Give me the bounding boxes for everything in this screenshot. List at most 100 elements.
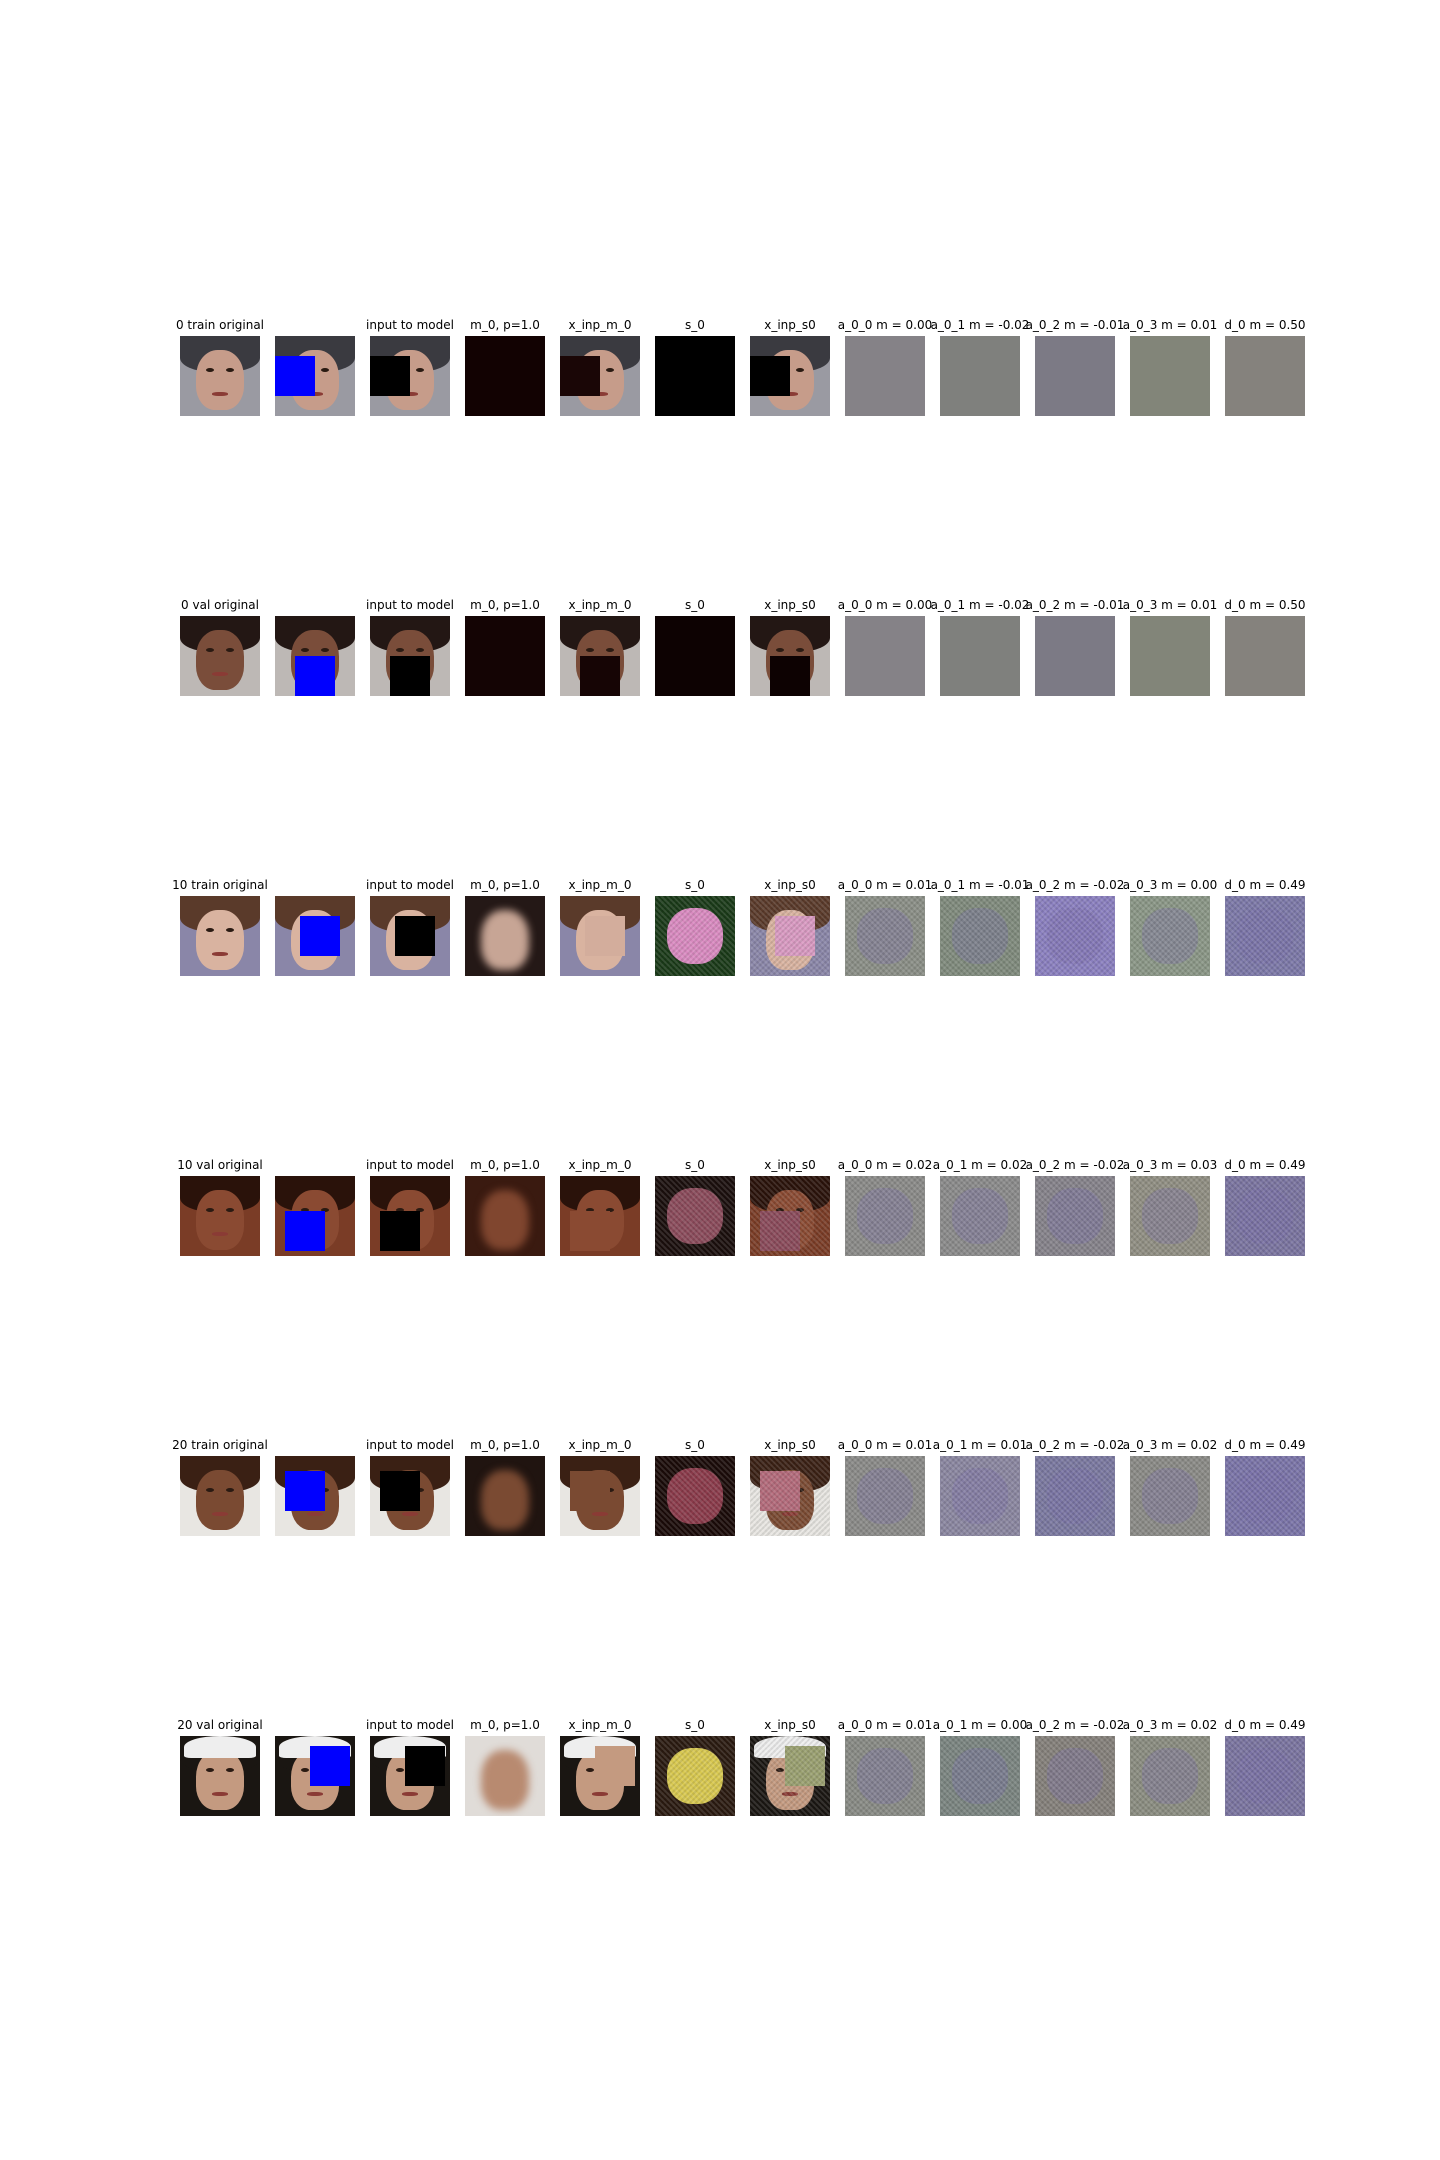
face-eye-right [795, 648, 804, 652]
panel-title: d_0 m = 0.50 [1224, 318, 1306, 332]
panel-image [1225, 1456, 1305, 1536]
panel-image [655, 336, 735, 416]
panel-title: s_0 [685, 878, 705, 892]
face-eye-left [586, 648, 595, 652]
face-mouth [782, 1792, 798, 1796]
panel-image [655, 1176, 735, 1256]
face-mouth [782, 1512, 798, 1516]
panel-image [845, 896, 925, 976]
face-eye-left [776, 1208, 785, 1212]
panel-image [275, 1456, 355, 1536]
mask-square [560, 356, 600, 396]
panel-title: x_inp_s0 [764, 318, 816, 332]
panel-title: s_0 [685, 318, 705, 332]
panel-title: input to model [366, 1438, 454, 1452]
feature-blob [1142, 1468, 1198, 1524]
panel-image [940, 1176, 1020, 1256]
panel-image [370, 336, 450, 416]
face-mouth [307, 1792, 323, 1796]
panel-image [560, 896, 640, 976]
noise-texture [655, 1736, 735, 1816]
panel-image [940, 616, 1020, 696]
panel-title: m_0, p=1.0 [470, 1438, 540, 1452]
panel-image [180, 1456, 260, 1536]
panel-title: 20 val original [177, 1718, 263, 1732]
face-eye-right [415, 648, 424, 652]
noise-texture [1225, 1176, 1305, 1256]
face-eye-left [776, 1768, 785, 1772]
panel-image [560, 616, 640, 696]
feature-blob [952, 1188, 1008, 1244]
panel-title: a_0_2 m = -0.01 [1025, 318, 1125, 332]
feature-blob [1047, 1468, 1103, 1524]
face-mouth [212, 1512, 228, 1516]
mask-square [275, 356, 315, 396]
face-mouth [592, 392, 608, 396]
feature-blob [1047, 1188, 1103, 1244]
face-eye-right [225, 928, 234, 932]
blurred-face [481, 1750, 529, 1810]
panel-title: a_0_2 m = -0.02 [1025, 1158, 1125, 1172]
panel-title: x_inp_s0 [764, 1438, 816, 1452]
noise-texture [1225, 1736, 1305, 1816]
panel-title: m_0, p=1.0 [470, 318, 540, 332]
noise-texture [1130, 1176, 1210, 1256]
panel-image [180, 1736, 260, 1816]
feature-blob [857, 1188, 913, 1244]
generated-blob [667, 1188, 723, 1244]
panel-title: a_0_0 m = 0.01 [837, 1438, 933, 1452]
face-eye-right [795, 368, 804, 372]
panel-image [465, 1736, 545, 1816]
panel-title: a_0_0 m = 0.02 [837, 1158, 933, 1172]
panel-image [465, 1456, 545, 1536]
noise-texture [750, 1176, 830, 1256]
feature-blob [1142, 908, 1198, 964]
panel-title: a_0_2 m = -0.02 [1025, 878, 1125, 892]
panel-title: a_0_1 m = 0.00 [932, 1718, 1028, 1732]
panel-title: a_0_2 m = -0.01 [1025, 598, 1125, 612]
panel-title: x_inp_s0 [764, 598, 816, 612]
panel-title: 10 train original [172, 878, 268, 892]
face-eye-left [206, 368, 215, 372]
panel-image [940, 1736, 1020, 1816]
panel-image [1035, 1736, 1115, 1816]
mask-square [285, 1211, 325, 1251]
mask-square [580, 656, 620, 696]
face-eye-left [206, 1488, 215, 1492]
blurred-face [481, 1470, 529, 1530]
noise-texture [1035, 1736, 1115, 1816]
noise-texture [940, 1736, 1020, 1816]
face-mouth [402, 392, 418, 396]
face-eye-right [225, 648, 234, 652]
panel-image [845, 1176, 925, 1256]
face-eye-left [396, 1768, 405, 1772]
face-mouth [782, 392, 798, 396]
panel-image [750, 896, 830, 976]
panel-image [750, 1176, 830, 1256]
feature-blob [1047, 908, 1103, 964]
panel-title: x_inp_s0 [764, 878, 816, 892]
panel-title: a_0_2 m = -0.02 [1025, 1438, 1125, 1452]
noise-texture [1035, 1456, 1115, 1536]
face-eye-right [225, 368, 234, 372]
mask-square [405, 1746, 445, 1786]
mask-square [770, 656, 810, 696]
mask-square [595, 1746, 635, 1786]
panel-title: input to model [366, 1718, 454, 1732]
noise-texture [1130, 1736, 1210, 1816]
panel-image [750, 1736, 830, 1816]
mask-square [570, 1471, 610, 1511]
mask-square [370, 356, 410, 396]
feature-blob [952, 908, 1008, 964]
panel-image [180, 616, 260, 696]
panel-image [465, 616, 545, 696]
face-eye-right [225, 1768, 234, 1772]
noise-texture [655, 896, 735, 976]
panel-image [845, 1456, 925, 1536]
panel-image [655, 1736, 735, 1816]
feature-blob [1237, 1468, 1293, 1524]
panel-title: a_0_0 m = 0.00 [837, 318, 933, 332]
panel-image [1130, 1176, 1210, 1256]
panel-title: m_0, p=1.0 [470, 878, 540, 892]
face-eye-right [605, 648, 614, 652]
